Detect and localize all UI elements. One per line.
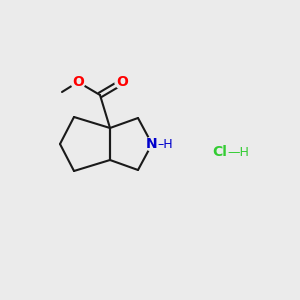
Text: Cl: Cl: [213, 145, 227, 159]
Text: —H: —H: [227, 146, 249, 158]
Circle shape: [115, 75, 129, 89]
Text: O: O: [72, 75, 84, 89]
Text: O: O: [116, 75, 128, 89]
Text: –H: –H: [157, 137, 173, 151]
Circle shape: [71, 75, 85, 89]
Circle shape: [145, 137, 159, 151]
Text: N: N: [146, 137, 158, 151]
